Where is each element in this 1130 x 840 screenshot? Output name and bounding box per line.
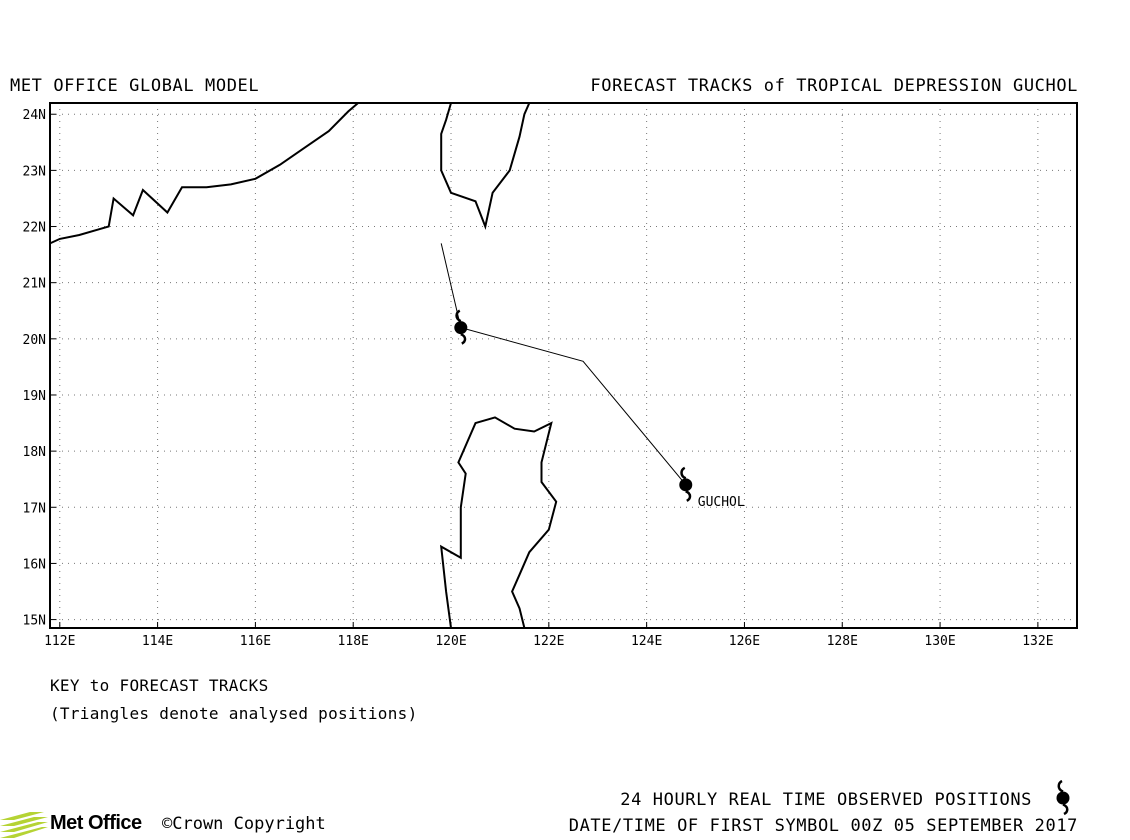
lon-tick-label: 114E (142, 634, 173, 649)
cyclone-symbol-core (679, 478, 693, 492)
map-frame (49, 102, 1078, 629)
cyclone-symbol-core (454, 321, 468, 335)
lat-tick-label: 15N (23, 614, 46, 629)
storm-label: GUCHOL (698, 495, 745, 510)
cyclone-symbol-arm (455, 309, 462, 323)
coastline (49, 102, 359, 245)
forecast-tracks (440, 243, 687, 486)
lon-tick-label: 124E (631, 634, 662, 649)
observed-positions: GUCHOL (454, 309, 745, 510)
met-office-logo-icon (0, 812, 48, 838)
key-note: (Triangles denote analysed positions) (50, 704, 418, 723)
cyclone-symbol-arm (680, 466, 687, 480)
lat-tick-label: 24N (23, 108, 46, 123)
forecast-track-line (440, 243, 687, 486)
lon-tick-label: 126E (729, 634, 760, 649)
cyclone-symbol-icon (1056, 780, 1070, 816)
cyclone-symbol-icon (454, 309, 468, 345)
first-symbol-datetime: DATE/TIME OF FIRST SYMBOL 00Z 05 SEPTEMB… (568, 816, 1078, 836)
lat-tick-label: 20N (23, 333, 46, 348)
lat-tick-label: 19N (23, 389, 46, 404)
lat-tick-label: 21N (23, 277, 46, 292)
observed-positions-label: 24 HOURLY REAL TIME OBSERVED POSITIONS (620, 790, 1032, 810)
coastline (439, 416, 558, 629)
axis-ticks: 112E 114E 116E 118E 120E 122E 124E 126E 128E 130E… (23, 108, 1054, 649)
lon-tick-label: 120E (435, 634, 466, 649)
lat-tick-label: 23N (23, 164, 46, 179)
copyright-notice: ©Crown Copyright (162, 814, 326, 834)
lon-tick-label: 130E (924, 634, 955, 649)
lat-tick-label: 16N (23, 557, 46, 572)
lon-tick-label: 122E (533, 634, 564, 649)
lat-tick-label: 18N (23, 445, 46, 460)
key-title: KEY to FORECAST TRACKS (50, 676, 269, 695)
cyclone-symbol-icon (679, 466, 693, 502)
chart-title: FORECAST TRACKS of TROPICAL DEPRESSION G… (590, 76, 1078, 96)
lat-tick-label: 17N (23, 501, 46, 516)
coastlines (49, 102, 558, 629)
model-title: MET OFFICE GLOBAL MODEL (10, 76, 260, 96)
cyclone-symbol-arm (685, 490, 692, 502)
lon-tick-label: 128E (827, 634, 858, 649)
grid-lines (50, 103, 1077, 628)
lat-tick-label: 22N (23, 221, 46, 236)
coastline (440, 102, 531, 230)
lon-tick-label: 112E (44, 634, 75, 649)
lon-tick-label: 132E (1022, 634, 1053, 649)
met-office-logo-text: Met Office (50, 812, 142, 834)
lon-tick-label: 118E (338, 634, 369, 649)
cyclone-symbol-arm (460, 332, 467, 345)
lon-tick-label: 116E (240, 634, 271, 649)
